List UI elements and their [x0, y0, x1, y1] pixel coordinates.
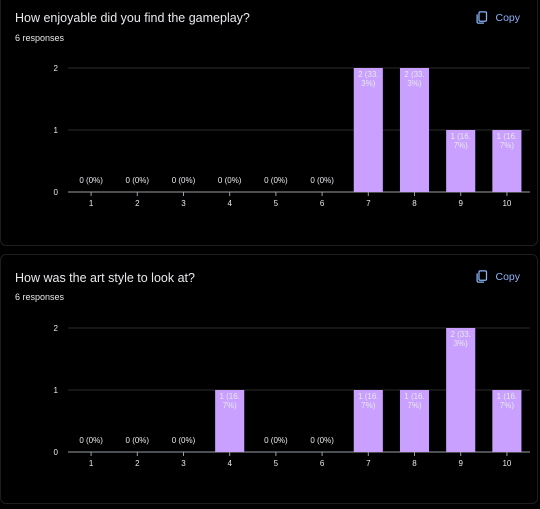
y-tick-label: 1 [54, 126, 59, 135]
x-tick-label: 7 [366, 199, 371, 208]
x-tick-label: 1 [89, 199, 94, 208]
question-card-gameplay [0, 0, 538, 246]
question-title: How was the art style to look at? [15, 271, 195, 285]
bar [399, 68, 430, 192]
data-label: 0 (0%) [310, 176, 334, 185]
copy-label: Copy [495, 270, 520, 283]
data-label: 0 (0%) [126, 176, 150, 185]
x-tick-label: 10 [502, 199, 511, 208]
response-count: 6 responses [15, 292, 65, 302]
data-label: 2 (33. 3%) [358, 70, 378, 88]
data-label: 0 (0%) [172, 176, 196, 185]
bar-chart-gameplay: 0 1 2 1 0 (0%) 2 0 (0%) 3 0 (0%) 4 0 (0%) 5 0 (0%) 6 0… [54, 64, 530, 208]
copy-button[interactable]: Copy [474, 10, 520, 25]
data-label: 0 (0%) [264, 176, 288, 185]
question-card-art-style [0, 254, 538, 504]
copy-label: Copy [495, 11, 520, 24]
x-tick-label: 9 [458, 199, 463, 208]
question-title: How enjoyable did you find the gameplay? [15, 11, 250, 25]
x-tick-label: 6 [320, 199, 325, 208]
x-tick-label: 4 [227, 199, 232, 208]
data-label: 1 (16. 7%) [497, 132, 517, 150]
data-label: 0 (0%) [79, 176, 103, 185]
y-tick-label: 0 [54, 188, 59, 197]
x-tick-label: 2 [135, 199, 140, 208]
copy-icon [476, 270, 488, 283]
bar [353, 68, 383, 192]
copy-icon [476, 11, 488, 24]
data-label: 2 (33. 3%) [404, 70, 424, 88]
bar [446, 130, 476, 192]
x-tick-label: 3 [181, 199, 186, 208]
copy-button[interactable]: Copy [474, 269, 520, 284]
response-count: 6 responses [15, 33, 65, 43]
data-label: 1 (16. 7%) [450, 132, 470, 150]
bar [492, 130, 522, 192]
data-label: 0 (0%) [218, 176, 242, 185]
y-tick-label: 2 [54, 64, 59, 73]
x-tick-label: 8 [412, 199, 417, 208]
x-tick-label: 5 [274, 199, 279, 208]
